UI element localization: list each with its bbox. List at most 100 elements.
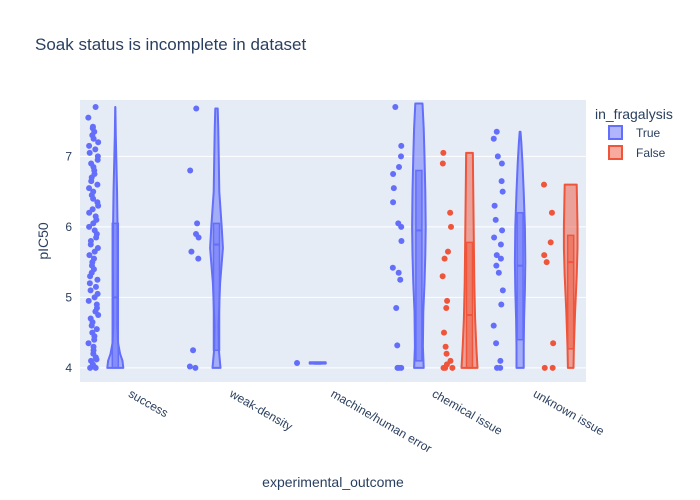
y-axis-title: pIC50 (35, 222, 51, 260)
box-true (212, 222, 221, 352)
data-point (541, 252, 548, 259)
data-point (95, 139, 102, 146)
data-point (441, 255, 448, 262)
data-point (447, 209, 454, 216)
data-point (94, 181, 101, 188)
data-point (498, 160, 505, 167)
data-point (543, 259, 550, 266)
legend-title: in_fragalysis (595, 106, 673, 122)
data-point (490, 135, 497, 142)
y-tick-label: 6 (65, 220, 72, 234)
data-point (440, 149, 447, 156)
data-point (541, 364, 548, 371)
data-point (499, 287, 506, 294)
chart-marks (85, 102, 579, 371)
data-point (192, 230, 199, 237)
data-point (439, 160, 446, 167)
box-true (111, 222, 120, 369)
legend-swatch-true (608, 125, 623, 140)
x-tick-label: weak-density (226, 386, 295, 434)
data-point (92, 146, 99, 153)
data-point (190, 347, 197, 354)
data-point (87, 238, 94, 244)
data-point (493, 364, 500, 371)
data-point (390, 199, 397, 206)
data-point (90, 188, 97, 195)
box-false (566, 234, 575, 350)
data-point (93, 301, 100, 308)
data-point (86, 223, 93, 230)
data-point (194, 220, 201, 227)
data-point (89, 123, 96, 130)
data-point (444, 248, 451, 255)
legend: in_fragalysis True False (595, 106, 673, 160)
data-point (448, 223, 455, 230)
data-point (540, 181, 547, 188)
data-point (497, 255, 504, 262)
data-point (495, 269, 502, 276)
data-point (94, 290, 101, 297)
legend-swatch-false (608, 145, 623, 160)
data-point (442, 343, 449, 350)
data-point (395, 269, 402, 276)
data-point (187, 167, 194, 174)
data-point (492, 216, 499, 223)
data-point (490, 322, 497, 329)
data-point (443, 350, 450, 357)
x-tick-label: unknown issue (531, 386, 607, 438)
data-point (91, 255, 98, 262)
y-tick-label: 7 (65, 149, 72, 163)
y-tick-labels: 4 5 6 7 (65, 149, 72, 375)
box-false (465, 241, 474, 369)
data-point (491, 202, 498, 209)
data-point (392, 104, 399, 111)
data-point (92, 213, 99, 220)
box-true (415, 169, 423, 362)
data-point (89, 206, 96, 213)
data-point (440, 329, 447, 336)
chart-title: Soak status is incomplete in dataset (35, 35, 306, 54)
data-point (86, 185, 93, 192)
legend-label-true: True (636, 126, 661, 140)
data-point (89, 329, 96, 336)
data-point (395, 220, 402, 227)
data-point (188, 248, 195, 255)
data-point (549, 364, 556, 371)
data-point (493, 252, 500, 259)
data-point (494, 153, 501, 160)
data-point (92, 283, 99, 290)
data-point (86, 280, 93, 287)
data-point (94, 276, 101, 283)
data-point (85, 340, 92, 347)
legend-label-false: False (636, 146, 666, 160)
data-point (550, 340, 557, 347)
data-point (398, 142, 405, 149)
data-point (444, 297, 451, 304)
data-point (92, 104, 99, 111)
data-point (397, 153, 404, 160)
data-point (499, 227, 506, 234)
data-point (85, 114, 92, 121)
x-tick-label: success (126, 386, 171, 420)
data-point (397, 276, 404, 283)
data-point (499, 188, 506, 195)
data-point (493, 262, 500, 269)
data-point (396, 163, 403, 170)
data-point (90, 343, 97, 350)
data-point (497, 241, 504, 248)
data-point (91, 227, 98, 234)
data-point (547, 239, 554, 246)
data-point (85, 297, 92, 304)
plot-area (80, 100, 586, 382)
data-point (88, 160, 95, 167)
x-tick-labels: success weak-density machine/human errorch… (126, 386, 607, 456)
data-point (390, 185, 397, 192)
data-point (93, 326, 100, 333)
box-true (516, 212, 524, 341)
data-point (394, 342, 401, 349)
data-point (493, 128, 500, 135)
x-tick-label: chemical issue (430, 386, 505, 438)
data-point (491, 234, 498, 241)
data-point (389, 264, 396, 271)
